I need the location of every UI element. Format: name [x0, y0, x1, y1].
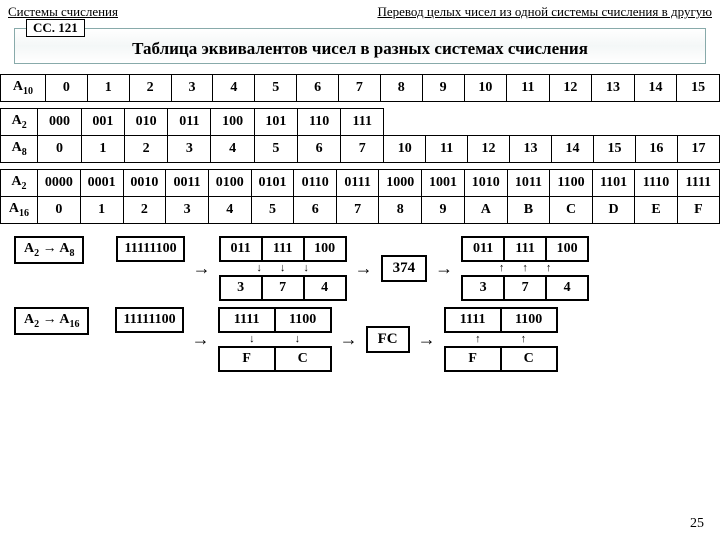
result-hex: FC	[366, 326, 410, 353]
binary-value: 11111100	[116, 236, 184, 262]
table-hex: A2 00000001 00100011 01000101 01100111 1…	[0, 169, 720, 224]
slide-ref: СС. 121	[26, 19, 85, 37]
label-a8: A8	[1, 136, 38, 163]
table-decimal: A10 01 23 45 67 89 1011 1213 1415	[0, 74, 720, 102]
header-left: Системы счисления	[8, 4, 118, 20]
arrow-right-icon: →	[416, 327, 438, 352]
title: Таблица эквивалентов чисел в разных сист…	[14, 28, 706, 64]
conversion-to-octal: A2 → A8 11111100 → 011 111 100 ↓↓↓ 3 7 4…	[14, 236, 706, 301]
arrow-right-icon: →	[353, 256, 375, 281]
label-a10: A10	[1, 75, 46, 102]
label-a16: A16	[1, 197, 38, 224]
label-a2: A2	[1, 109, 38, 136]
binary-value: 11111100	[115, 307, 183, 333]
conv-label-a2-a16: A2 → A16	[14, 307, 89, 335]
title-box: СС. 121 Таблица эквивалентов чисел в раз…	[14, 28, 706, 64]
arrow-right-icon: →	[338, 327, 360, 352]
conv-label-a2-a8: A2 → A8	[14, 236, 84, 264]
arrow-right-icon: →	[190, 327, 212, 352]
header-right: Перевод целых чисел из одной системы счи…	[377, 4, 712, 20]
table-octal: A2 000001 010011 100101 110111 A8 01 23 …	[0, 108, 720, 163]
label-a2b: A2	[1, 170, 38, 197]
arrow-right-icon: →	[191, 256, 213, 281]
result-octal: 374	[381, 255, 428, 282]
arrow-right-icon: →	[433, 256, 455, 281]
page-number: 25	[690, 516, 704, 532]
conversion-to-hex: A2 → A16 11111100 → 1111 1100 ↓↓ F C → F…	[14, 307, 706, 372]
